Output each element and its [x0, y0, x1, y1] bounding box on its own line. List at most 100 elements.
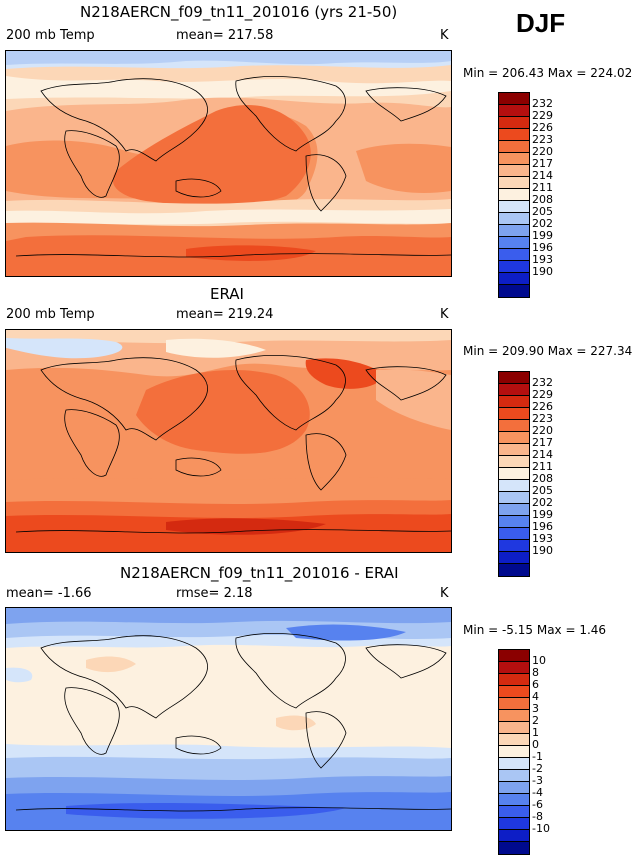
colorbar-swatch	[499, 177, 529, 189]
colorbar-swatch	[499, 806, 529, 818]
colorbar-tick-label: 190	[532, 265, 553, 278]
colorbar-labels: 232 229 226 223 220 217 214 211 208 205 202 199 196 1…	[532, 377, 553, 557]
colorbar-swatch	[499, 432, 529, 444]
colorbar-swatch	[499, 540, 529, 552]
panel-left-label: 200 mb Temp	[6, 28, 95, 43]
colorbar-swatch	[499, 129, 529, 141]
colorbar-swatch	[499, 396, 529, 408]
colorbar	[498, 649, 530, 855]
colorbar	[498, 92, 530, 298]
colorbar-swatch	[499, 213, 529, 225]
colorbar-swatch	[499, 201, 529, 213]
colorbar-swatch	[499, 372, 529, 384]
season-label: DJF	[516, 8, 566, 38]
colorbar-swatch	[499, 420, 529, 432]
colorbar-tick-label: 0	[532, 738, 539, 751]
colorbar-tick-label: 220	[532, 424, 553, 437]
colorbar-swatch	[499, 93, 529, 105]
colorbar-swatch	[499, 650, 529, 662]
colorbar-tick-label: 232	[532, 97, 553, 110]
colorbar-swatch	[499, 480, 529, 492]
colorbar-tick-label: 214	[532, 448, 553, 461]
colorbar-swatch	[499, 285, 529, 297]
panel-units: K	[440, 586, 449, 601]
colorbar-swatch	[499, 492, 529, 504]
colorbar-tick-label: 2	[532, 714, 539, 727]
panel-center-label: mean= 219.24	[176, 307, 274, 322]
colorbar-swatch	[499, 758, 529, 770]
colorbar-tick-label: 202	[532, 217, 553, 230]
colorbar-swatch	[499, 384, 529, 396]
colorbar-tick-label: 217	[532, 157, 553, 170]
colorbar-swatch	[499, 456, 529, 468]
colorbar-swatch	[499, 153, 529, 165]
panel-center-label: rmse= 2.18	[176, 586, 253, 601]
panel-minmax: Min = 209.90 Max = 227.34	[463, 344, 633, 358]
colorbar-tick-label: 205	[532, 205, 553, 218]
panel-units: K	[440, 307, 449, 322]
temperature-map	[5, 50, 452, 277]
temperature-map	[5, 329, 452, 553]
colorbar-tick-label: 202	[532, 496, 553, 509]
colorbar-swatch	[499, 722, 529, 734]
colorbar-swatch	[499, 165, 529, 177]
colorbar-tick-label: 6	[532, 678, 539, 691]
colorbar-tick-label: 199	[532, 229, 553, 242]
colorbar-labels: 10 8 6 4 3 2 1 0 -1 -2 -3 -4 -6 -8 -10	[532, 655, 550, 835]
colorbar-tick-label: 226	[532, 121, 553, 134]
panel-center-label: mean= 217.58	[176, 28, 274, 43]
panel-minmax: Min = 206.43 Max = 224.02	[463, 66, 633, 80]
colorbar-swatch	[499, 141, 529, 153]
colorbar-tick-label: 196	[532, 241, 553, 254]
colorbar-tick-label: 226	[532, 400, 553, 413]
colorbar-tick-label: 4	[532, 690, 539, 703]
colorbar-tick-label: 229	[532, 109, 553, 122]
colorbar-tick-label: 193	[532, 253, 553, 266]
colorbar-swatch	[499, 468, 529, 480]
colorbar-swatch	[499, 249, 529, 261]
panel-units: K	[440, 28, 449, 43]
colorbar-tick-label: 193	[532, 532, 553, 545]
colorbar-swatch	[499, 830, 529, 842]
colorbar-swatch	[499, 552, 529, 564]
difference-map	[5, 607, 452, 831]
colorbar-tick-label: 211	[532, 460, 553, 473]
colorbar-tick-label: 205	[532, 484, 553, 497]
colorbar-tick-label: 229	[532, 388, 553, 401]
panel-left-label: mean= -1.66	[6, 586, 92, 601]
colorbar-swatch	[499, 746, 529, 758]
colorbar-swatch	[499, 225, 529, 237]
colorbar-labels: 232 229 226 223 220 217 214 211 208 205 202 199 196 1…	[532, 98, 553, 278]
colorbar-swatch	[499, 189, 529, 201]
colorbar-swatch	[499, 842, 529, 854]
panel-left-label: 200 mb Temp	[6, 307, 95, 322]
colorbar-tick-label: 8	[532, 666, 539, 679]
panel-title: N218AERCN_f09_tn11_201016 (yrs 21-50)	[80, 3, 398, 21]
colorbar-tick-label: -4	[532, 786, 543, 799]
colorbar-tick-label: -8	[532, 810, 543, 823]
colorbar-swatch	[499, 504, 529, 516]
colorbar-swatch	[499, 662, 529, 674]
colorbar-swatch	[499, 261, 529, 273]
colorbar-swatch	[499, 564, 529, 576]
colorbar-tick-label: 208	[532, 472, 553, 485]
colorbar-tick-label: 217	[532, 436, 553, 449]
colorbar-tick-label: 214	[532, 169, 553, 182]
colorbar-tick-label: 223	[532, 412, 553, 425]
colorbar-swatch	[499, 734, 529, 746]
colorbar-swatch	[499, 516, 529, 528]
colorbar-tick-label: 10	[532, 654, 546, 667]
colorbar-tick-label: 190	[532, 544, 553, 557]
colorbar-tick-label: 220	[532, 145, 553, 158]
colorbar-swatch	[499, 273, 529, 285]
colorbar-tick-label: 3	[532, 702, 539, 715]
colorbar-tick-label: -3	[532, 774, 543, 787]
panel-title: N218AERCN_f09_tn11_201016 - ERAI	[120, 564, 399, 582]
colorbar-tick-label: -10	[532, 822, 550, 835]
colorbar-tick-label: -2	[532, 762, 543, 775]
colorbar-swatch	[499, 794, 529, 806]
colorbar-swatch	[499, 710, 529, 722]
colorbar-tick-label: 211	[532, 181, 553, 194]
colorbar-swatch	[499, 686, 529, 698]
colorbar-tick-label: 1	[532, 726, 539, 739]
